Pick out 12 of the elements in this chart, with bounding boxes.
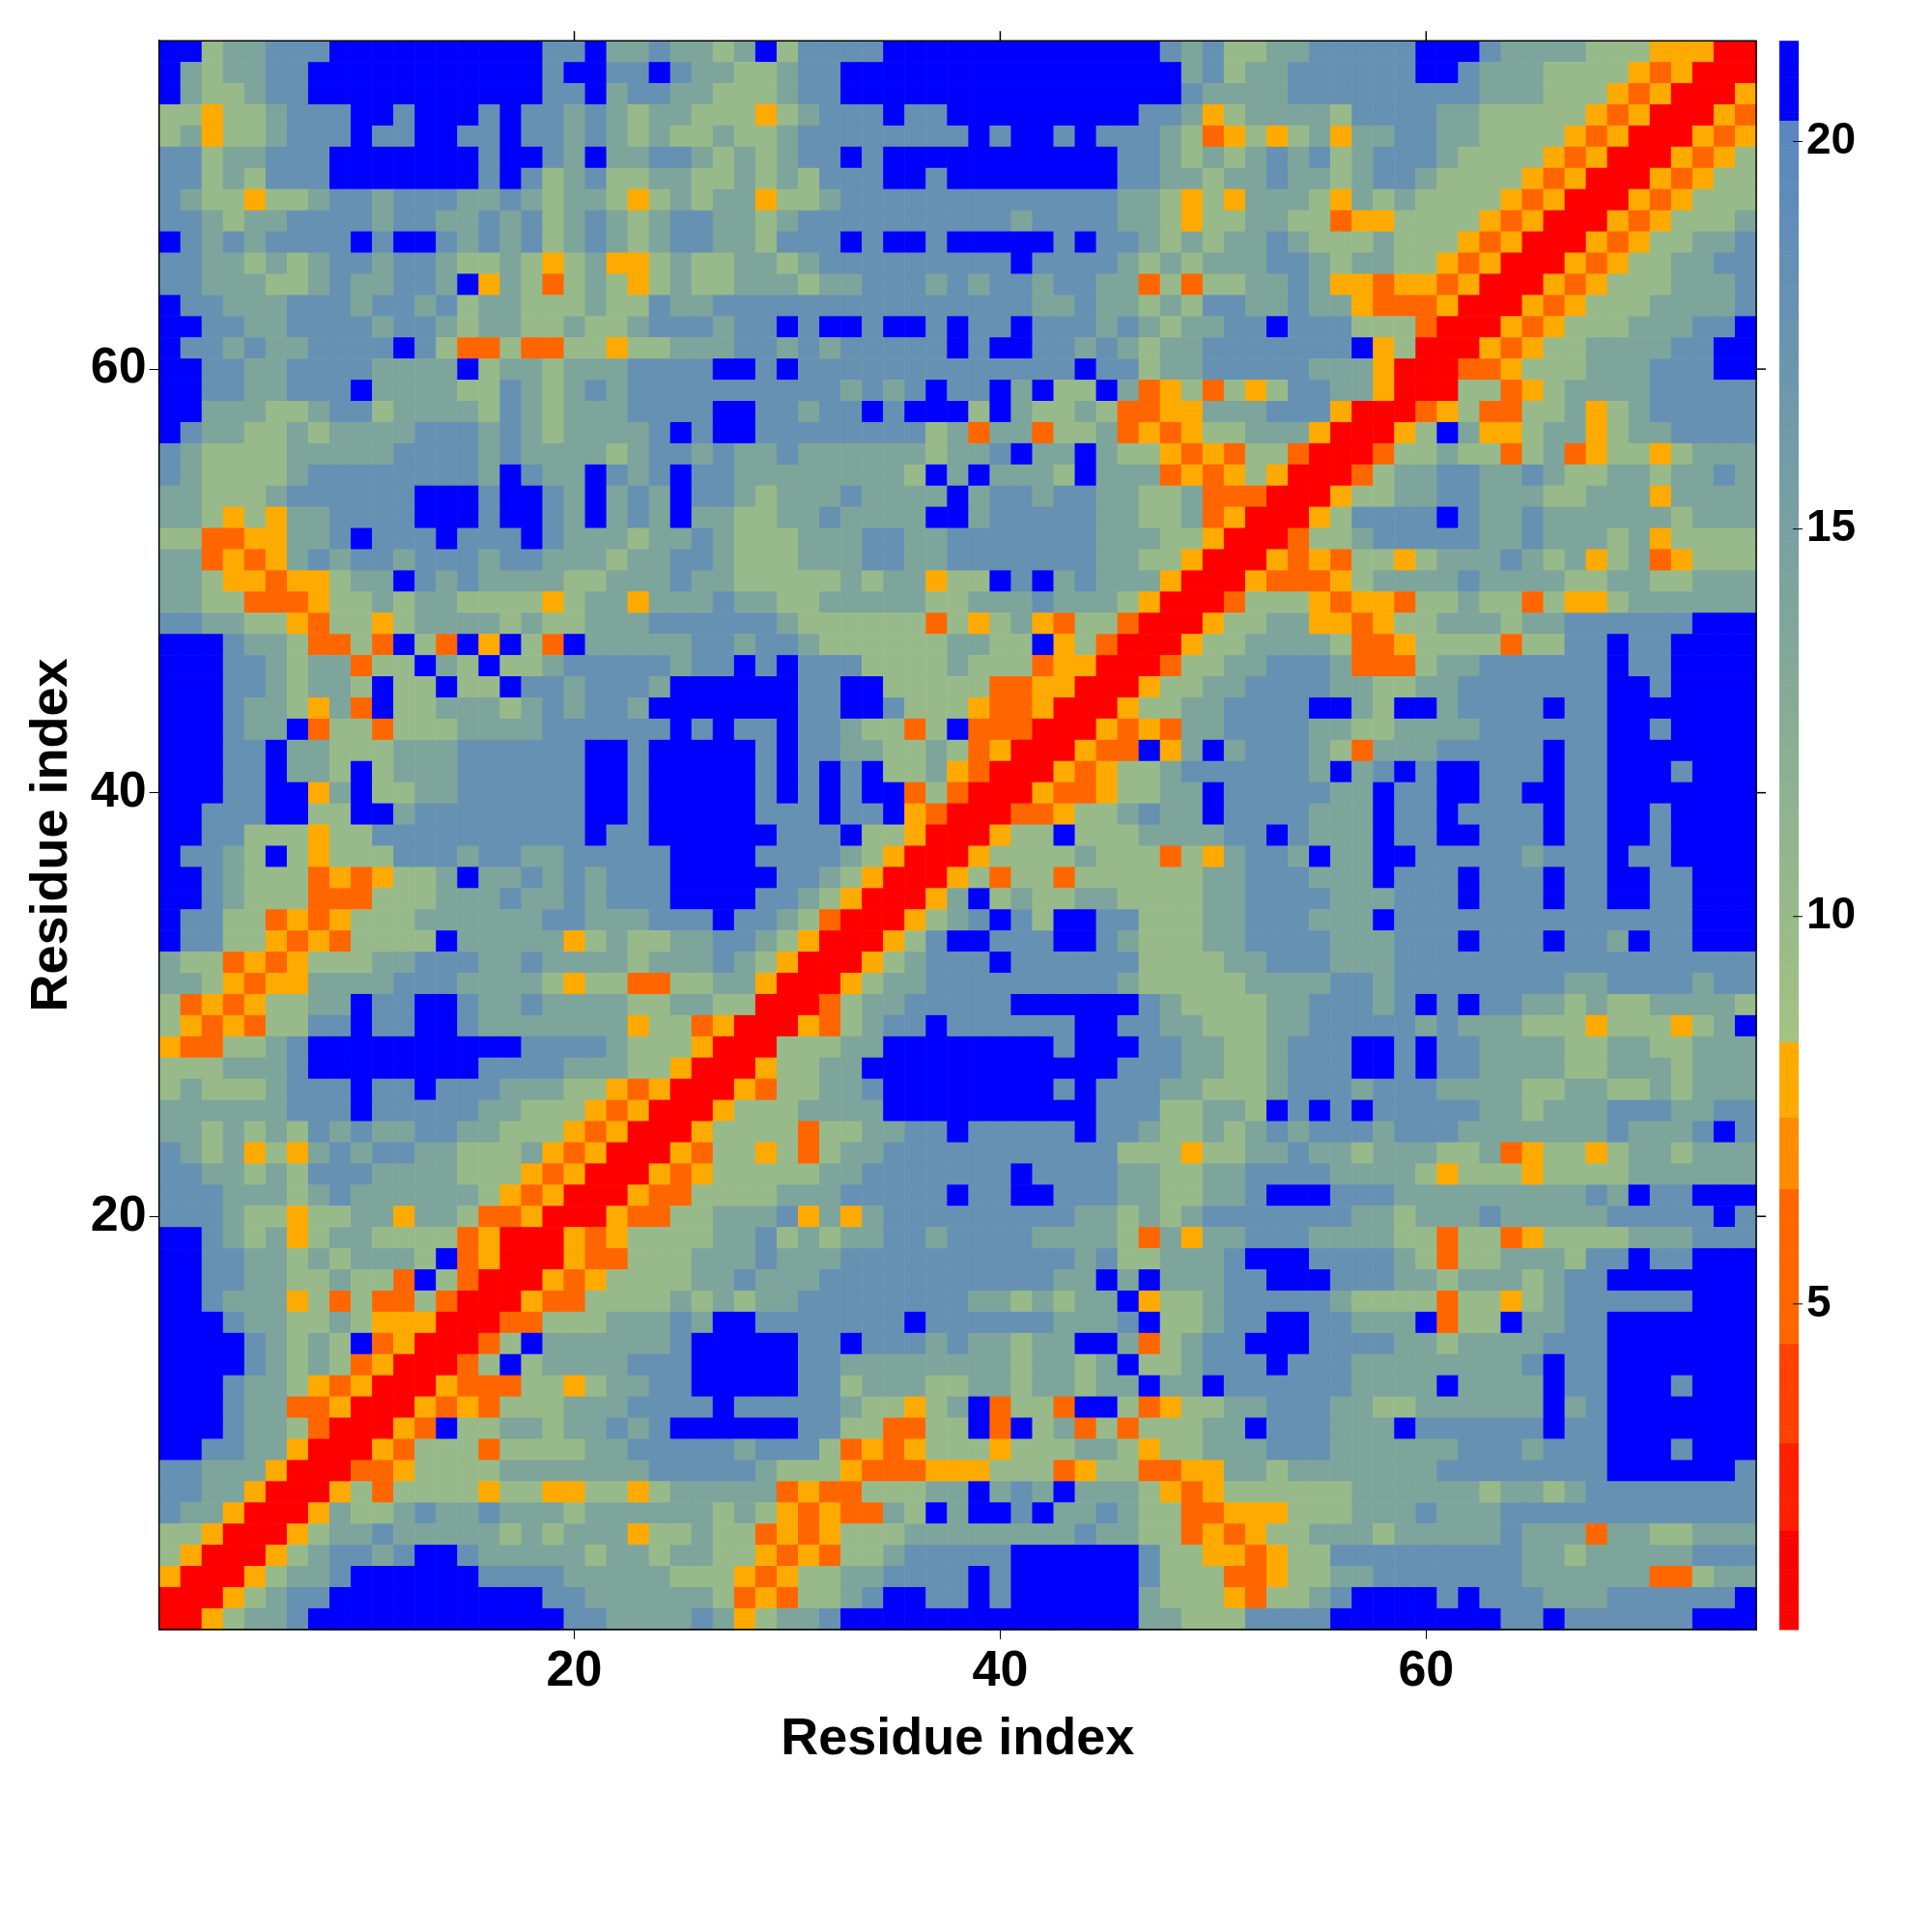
y-tick-label: 40 bbox=[90, 760, 147, 817]
color-bar-label: 5 bbox=[1806, 1275, 1832, 1326]
x-tick-label: 60 bbox=[1398, 1640, 1455, 1697]
x-tick-label: 20 bbox=[546, 1640, 603, 1697]
y-tick-label: 20 bbox=[90, 1184, 147, 1241]
color-bar-label: 15 bbox=[1806, 500, 1857, 552]
y-tick-label: 60 bbox=[90, 337, 147, 394]
x-axis-title: Residue index bbox=[781, 1707, 1135, 1766]
x-tick-label: 40 bbox=[972, 1640, 1029, 1697]
color-bar-label: 20 bbox=[1806, 113, 1857, 164]
y-axis-title: Residue index bbox=[19, 658, 78, 1012]
color-bar-label: 10 bbox=[1806, 888, 1857, 939]
